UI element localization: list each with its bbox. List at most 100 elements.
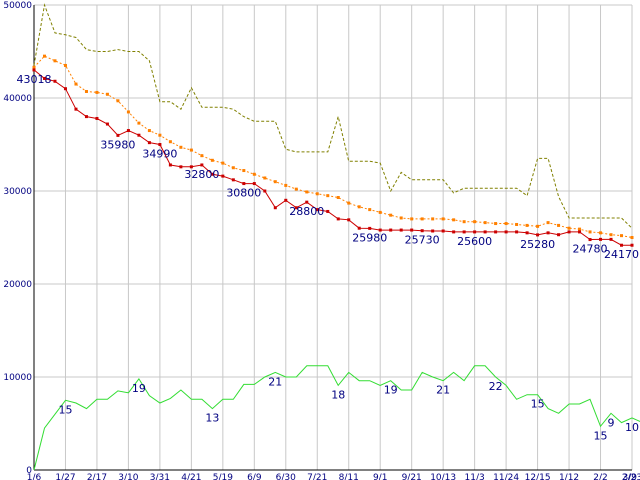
x-tick-label: 5/19 — [213, 473, 233, 480]
series-2-point — [609, 237, 613, 241]
series-1-point — [179, 145, 183, 149]
series-2-point — [305, 200, 309, 204]
x-tick-label: 7/21 — [307, 473, 327, 480]
series-1-point — [95, 90, 99, 94]
data-label: 30800 — [226, 187, 261, 200]
series-2-point — [242, 182, 246, 186]
series-1-point — [599, 231, 603, 235]
series-2-point — [32, 68, 36, 72]
data-label: 21 — [436, 384, 450, 397]
series-2-point — [546, 231, 550, 235]
series-2-point — [567, 230, 571, 234]
series-2-point — [578, 230, 582, 234]
y-tick-label: 20000 — [3, 280, 32, 290]
x-tick-label: 1/6 — [27, 473, 42, 480]
series-1-point — [473, 220, 477, 224]
series-1-point — [105, 92, 109, 96]
series-1-point — [620, 234, 624, 238]
series-2-point — [620, 243, 624, 247]
series-1-point — [147, 129, 151, 133]
data-label: 19 — [384, 384, 398, 397]
series-1-point — [63, 63, 67, 67]
x-tick-label: 3/10 — [118, 473, 138, 480]
series-1-point — [483, 221, 487, 225]
series-1-point — [53, 59, 57, 63]
series-2-point — [378, 228, 382, 232]
series-2-point — [389, 228, 393, 232]
x-tick-label: 2/23 — [622, 473, 640, 480]
data-label: 32800 — [184, 168, 219, 181]
series-2-point — [336, 217, 340, 221]
series-1-point — [494, 222, 498, 226]
series-1-point — [389, 213, 393, 217]
series-line-3 — [33, 365, 640, 471]
y-tick-label: 10000 — [3, 373, 32, 383]
series-2-point — [231, 178, 235, 182]
series-2-point — [221, 174, 225, 178]
data-label: 21 — [268, 375, 282, 388]
series-2-point — [452, 230, 456, 234]
series-2-point — [515, 230, 519, 234]
series-1-point — [420, 217, 424, 221]
series-1-point — [252, 172, 256, 176]
series-1-point — [294, 187, 298, 191]
series-2-point — [158, 143, 162, 146]
series-1-point — [137, 121, 141, 125]
data-label: 10 — [625, 421, 639, 434]
series-2-point — [368, 226, 372, 230]
series-2-point — [210, 172, 214, 176]
data-label: 25980 — [352, 231, 387, 244]
series-1-point — [609, 233, 613, 237]
y-tick-label: 30000 — [3, 187, 32, 197]
series-line-0 — [33, 3, 633, 229]
series-2-point — [263, 189, 267, 193]
series-1-point — [578, 227, 582, 231]
series-2-point — [315, 208, 319, 212]
series-1-point — [326, 194, 330, 198]
series-2-point — [105, 122, 109, 126]
series-2-point — [536, 233, 540, 237]
series-1-point — [305, 190, 309, 194]
series-1-point — [504, 222, 508, 226]
x-tick-label: 10/13 — [430, 473, 456, 480]
data-label: 35980 — [100, 138, 135, 151]
series-2-point — [410, 228, 414, 232]
series-2-point — [74, 107, 78, 111]
series-2-point — [504, 230, 508, 234]
series-1-point — [84, 89, 88, 93]
series-1-point — [158, 133, 162, 137]
data-label: 43018 — [17, 73, 52, 86]
series-1-point — [189, 148, 193, 152]
series-1-point — [410, 217, 414, 221]
x-tick-label: 12/15 — [525, 473, 551, 480]
series-2-point — [168, 163, 172, 167]
series-2-point — [63, 87, 67, 91]
series-2-point — [179, 165, 183, 169]
series-2-point — [357, 226, 361, 230]
data-label: 25280 — [520, 238, 555, 251]
y-tick-label: 40000 — [3, 94, 32, 104]
x-tick-label: 11/24 — [493, 473, 519, 480]
series-2-point — [347, 218, 351, 222]
x-tick-label: 6/9 — [247, 473, 262, 480]
series-1-point — [515, 222, 519, 226]
series-1-point — [525, 223, 529, 227]
data-label: 15 — [594, 429, 608, 442]
series-1-point — [368, 208, 372, 212]
series-2-point — [252, 182, 256, 186]
series-1-point — [42, 54, 46, 58]
data-label: 34990 — [142, 148, 177, 161]
series-1-point — [116, 99, 120, 103]
series-1-point — [452, 218, 456, 222]
series-1-point — [336, 196, 340, 200]
series-2-point — [137, 133, 141, 137]
series-1-point — [200, 154, 204, 158]
series-2-point — [462, 230, 466, 234]
series-2-point — [599, 237, 603, 241]
series-1-point — [210, 158, 214, 162]
data-label: 24780 — [573, 243, 608, 256]
data-label: 25600 — [457, 235, 492, 248]
series-1-point — [441, 217, 445, 221]
